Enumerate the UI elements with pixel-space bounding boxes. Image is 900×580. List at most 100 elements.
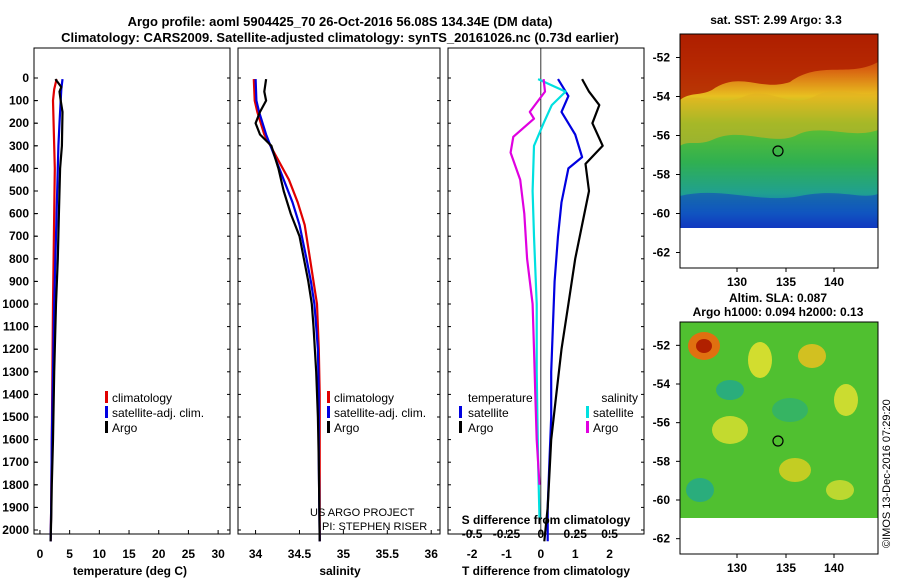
- lon-tick-label: 135: [776, 561, 796, 575]
- series-line-s-argo: [509, 78, 547, 485]
- legend-s-argo-label: Argo: [593, 421, 619, 435]
- sst-map-frame: [679, 33, 879, 269]
- x-tick-label: 0: [37, 547, 44, 561]
- x-tick-label: 20: [152, 547, 166, 561]
- sst-cold-band: [680, 192, 878, 228]
- depth-tick-label: 900: [9, 274, 29, 288]
- sla-map: [679, 321, 879, 555]
- salinity-plot: 34 34.5 35 35.5 36: [238, 77, 440, 561]
- lat-tick-label: -52: [653, 51, 671, 65]
- lon-tick-label: 140: [824, 561, 844, 575]
- lat-tick-label: -60: [653, 207, 671, 221]
- series-line-climatology: [252, 79, 321, 542]
- temperature-panel-frame: [33, 47, 231, 535]
- header-line2: Climatology: CARS2009. Satellite-adjuste…: [61, 30, 619, 45]
- legend-t-argo-label: Argo: [468, 421, 494, 435]
- legend-satellite-swatch: [327, 406, 330, 418]
- lat-tick-label: -62: [653, 532, 671, 546]
- legend-satellite-label: satellite-adj. clim.: [334, 406, 426, 420]
- x-tick-label: 30: [211, 547, 225, 561]
- series-line-satellite-adj-clim-: [254, 79, 321, 542]
- sst-argo-marker: [772, 145, 784, 157]
- legend-climatology-swatch: [105, 391, 108, 403]
- s-tick-label: -0.25: [493, 527, 521, 541]
- lat-tick-label: -60: [653, 493, 671, 507]
- sla-no-data: [680, 518, 878, 554]
- credit-pi: PI: STEPHEN RISER: [322, 521, 427, 533]
- x-tick-label: 2: [606, 547, 613, 561]
- sla-high-core: [696, 339, 712, 353]
- lat-tick-label: -58: [653, 454, 671, 468]
- sla-low-1: [716, 380, 744, 400]
- legend-s-argo-swatch: [586, 421, 589, 433]
- legend-argo-label: Argo: [334, 421, 360, 435]
- x-tick-label: 10: [93, 547, 107, 561]
- sst-yellow-band: [680, 91, 878, 146]
- sst-map-title: sat. SST: 2.99 Argo: 3.3: [710, 13, 842, 27]
- salinity-panel-frame: [237, 47, 441, 535]
- legend-t-satellite-swatch: [459, 406, 462, 418]
- depth-tick-label: 1900: [2, 500, 29, 514]
- depth-tick-label: 800: [9, 252, 29, 266]
- lon-tick-label: 140: [824, 275, 844, 289]
- sla-map-axes: -52 -54 -56 -58 -60 -62 130 135 140: [653, 338, 845, 575]
- legend-satellite-swatch: [105, 406, 108, 418]
- depth-tick-label: 600: [9, 207, 29, 221]
- x-tick-label: 0: [537, 547, 544, 561]
- depth-axis: 0 100 200 300 400 500 600 700 800 900 1000 1100 1200…: [2, 71, 38, 537]
- lon-tick-label: 135: [776, 275, 796, 289]
- lat-tick-label: -52: [653, 338, 671, 352]
- depth-tick-label: 1700: [2, 455, 29, 469]
- x-tick-label: 1: [572, 547, 579, 561]
- legend-s-satellite-swatch: [586, 406, 589, 418]
- legend-s-satellite-label: satellite: [593, 406, 634, 420]
- x-tick-label: 34: [249, 547, 263, 561]
- salinity-legend: climatology satellite-adj. clim. Argo: [327, 391, 426, 435]
- depth-tick-label: 1100: [3, 320, 29, 334]
- sla-map-title-2: Argo h1000: 0.094 h2000: 0.13: [693, 305, 864, 319]
- x-tick-label: 34.5: [288, 547, 312, 561]
- sla-yellow-6: [826, 480, 854, 500]
- temperature-xlabel: temperature (deg C): [73, 564, 187, 578]
- lat-tick-label: -56: [653, 416, 671, 430]
- depth-tick-label: 200: [9, 116, 29, 130]
- sla-low-3: [686, 478, 714, 502]
- sla-low-2: [772, 398, 808, 422]
- lon-tick-label: 130: [727, 561, 747, 575]
- depth-tick-label: 700: [9, 229, 29, 243]
- depth-tick-label: 1400: [2, 387, 29, 401]
- lat-tick-label: -54: [653, 90, 671, 104]
- x-tick-label: 15: [122, 547, 136, 561]
- series-line-t-satellite: [546, 78, 584, 542]
- sst-map-axes: -52 -54 -56 -58 -60 -62 130 135 140: [653, 51, 845, 290]
- depth-tick-label: 1500: [2, 410, 29, 424]
- series-line-argo: [49, 78, 64, 542]
- lat-tick-label: -54: [653, 377, 671, 391]
- sla-yellow-3: [834, 384, 858, 416]
- temperature-legend: climatology satellite-adj. clim. Argo: [105, 391, 204, 435]
- depth-tick-label: 300: [9, 139, 29, 153]
- sst-warm-patch: [680, 34, 878, 100]
- depth-tick-label: 500: [9, 184, 29, 198]
- legend-satellite-label: satellite-adj. clim.: [112, 406, 204, 420]
- depth-tick-label: 1300: [2, 365, 29, 379]
- s-tick-label: 0.25: [564, 527, 588, 541]
- salinity-xlabel: salinity: [319, 564, 361, 578]
- x-tick-label: -2: [467, 547, 478, 561]
- depth-tick-label: 1000: [2, 297, 29, 311]
- legend-argo-label: Argo: [112, 421, 138, 435]
- legend-temperature-title: temperature: [468, 391, 533, 405]
- series-line-s-satellite: [531, 78, 567, 519]
- legend-salinity-title: salinity: [601, 391, 638, 405]
- sla-argo-marker: [772, 435, 784, 447]
- lat-tick-label: -62: [653, 246, 671, 260]
- legend-argo-swatch: [105, 421, 108, 433]
- series-line-argo: [254, 78, 321, 542]
- x-tick-label: 35.5: [376, 547, 400, 561]
- sla-map-title-1: Altim. SLA: 0.087: [729, 291, 827, 305]
- header-line1: Argo profile: aoml 5904425_70 26-Oct-201…: [128, 14, 553, 29]
- x-tick-label: 25: [182, 547, 196, 561]
- difference-xlabel-t: T difference from climatology: [462, 564, 630, 578]
- s-tick-label: -0.5: [462, 527, 483, 541]
- s-tick-label: 0.5: [601, 527, 618, 541]
